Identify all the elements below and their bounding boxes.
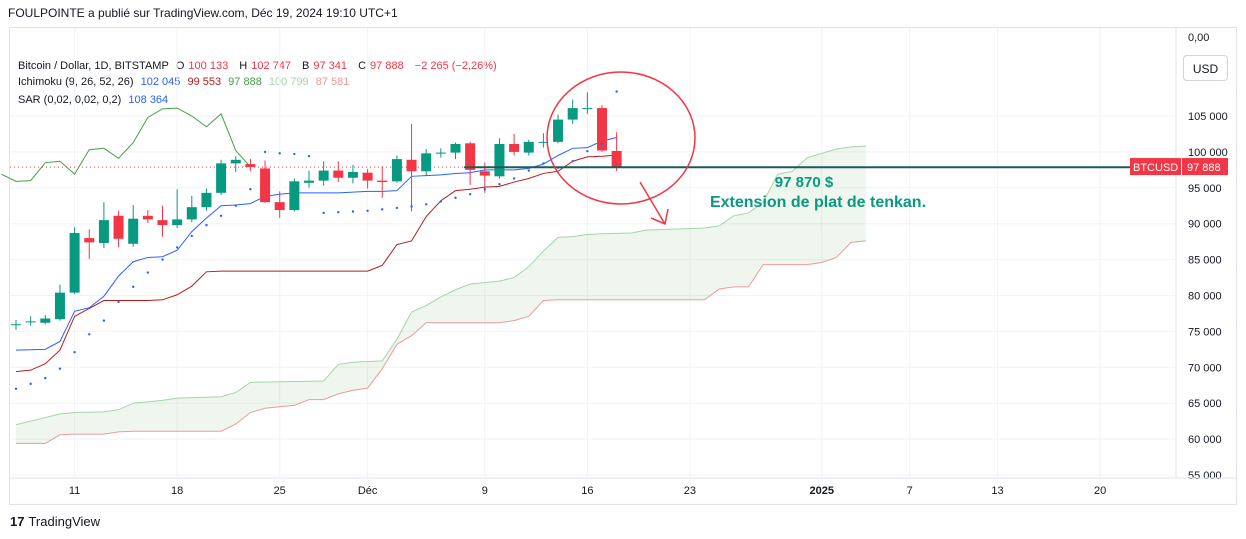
- ohlc-high: H 102 747: [239, 60, 291, 72]
- ichimoku-chikou-value: 97 888: [228, 76, 262, 88]
- ichimoku-label[interactable]: Ichimoku (9, 26, 52, 26): [18, 76, 134, 88]
- chart-frame: [9, 27, 1237, 505]
- tradingview-logo-icon: 17: [10, 514, 25, 529]
- symbol-name[interactable]: Bitcoin / Dollar, 1D, BITSTAMP: [18, 60, 169, 72]
- sar-label[interactable]: SAR (0,02, 0,02, 0,2): [18, 94, 122, 106]
- ichimoku-legend: Ichimoku (9, 26, 52, 26) 102 045 99 553 …: [18, 76, 353, 88]
- tradingview-footer[interactable]: 17 TradingView: [10, 514, 100, 529]
- ohlc-close: C 97 888: [358, 60, 404, 72]
- currency-button[interactable]: USD: [1183, 55, 1228, 81]
- ichimoku-kijun-value: 99 553: [187, 76, 222, 88]
- ichimoku-tenkan-value: 102 045: [140, 76, 181, 88]
- ichimoku-span-b-value: 87 581: [315, 76, 350, 88]
- tradingview-brand: TradingView: [28, 514, 101, 529]
- ohlc-open: O 100 133: [175, 60, 229, 72]
- sar-value: 108 364: [128, 94, 169, 106]
- ichimoku-span-a-value: 100 799: [268, 76, 309, 88]
- sar-legend: SAR (0,02, 0,02, 0,2) 108 364: [18, 94, 172, 106]
- ohlc-low: B 97 341: [302, 60, 348, 72]
- publisher-attribution: FOULPOINTE a publié sur TradingView.com,…: [8, 6, 398, 20]
- symbol-legend: Bitcoin / Dollar, 1D, BITSTAMP O 100 133 …: [18, 60, 501, 72]
- price-change: −2 265 (−2,26%): [414, 60, 497, 72]
